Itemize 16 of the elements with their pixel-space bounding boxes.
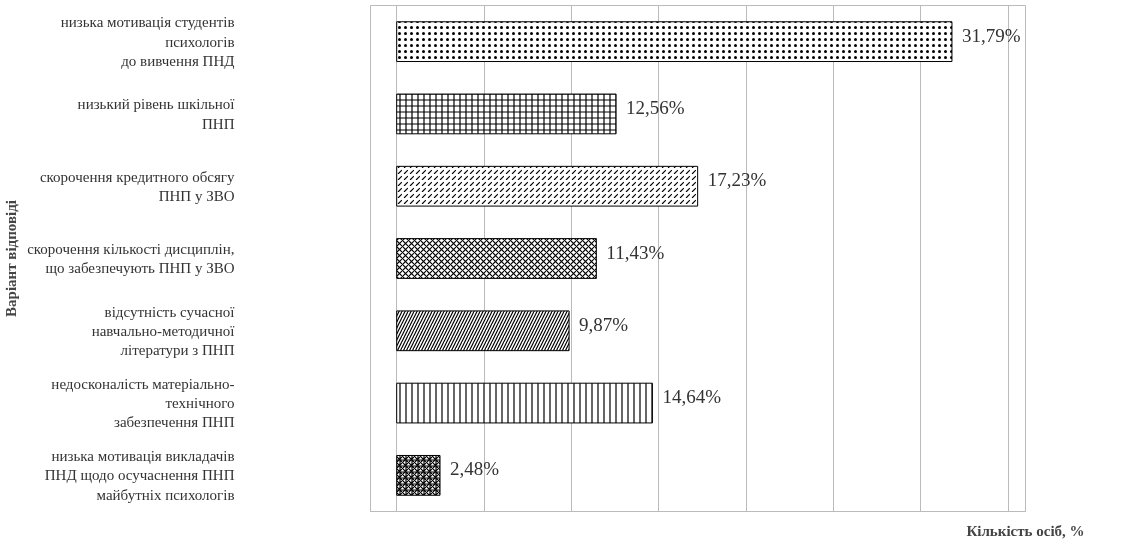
y-tick-label: відсутність сучасної навчально-методичної літератури з ПНП xyxy=(91,303,236,358)
y-axis-title: Варіант відповіді xyxy=(3,200,20,317)
data-label: 31,79% xyxy=(961,24,1021,46)
data-label: 2,48% xyxy=(450,458,500,480)
data-label: 17,23% xyxy=(707,169,767,191)
data-label: 9,87% xyxy=(579,313,629,335)
y-tick-label: низький рівень шкільної ПНП xyxy=(77,96,236,132)
data-label: 12,56% xyxy=(626,96,685,118)
y-tick-label: низька мотивація викладачів ПНД щодо осучаснення ПНП майбутніх психологів xyxy=(44,448,235,503)
y-tick-label: недосконаліcть матеріально- технічного забезпечення ПНП xyxy=(51,375,235,431)
y-tick-label: низька мотивація студентів психологів до вивчення ПНД xyxy=(60,14,235,69)
x-axis-title: Кількість осіб, % xyxy=(966,522,1085,539)
y-tick-label: скорочення кредитного обсягу ПНП у ЗВО xyxy=(39,168,235,204)
data-label: 14,64% xyxy=(662,386,722,408)
data-label: 11,43% xyxy=(606,241,665,263)
y-tick-label: скорочення кількості дисциплін, що забезпечують ПНП у ЗВО xyxy=(27,240,235,277)
